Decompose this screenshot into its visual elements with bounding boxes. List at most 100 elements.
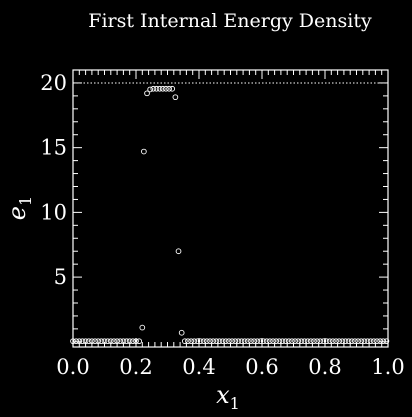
data-point bbox=[213, 338, 220, 345]
data-point bbox=[181, 338, 188, 345]
x-tick-label: 1.0 bbox=[371, 355, 404, 379]
data-point bbox=[73, 338, 80, 345]
data-point bbox=[188, 338, 194, 345]
data-point bbox=[254, 338, 261, 345]
data-point bbox=[159, 85, 166, 92]
data-point bbox=[144, 90, 150, 97]
data-point bbox=[257, 338, 264, 345]
data-point bbox=[120, 338, 127, 345]
data-point bbox=[304, 338, 311, 345]
y-axis-label-sub: 1 bbox=[16, 196, 35, 206]
data-point bbox=[273, 338, 280, 345]
data-point bbox=[222, 338, 229, 345]
data-point bbox=[207, 338, 213, 345]
data-point bbox=[163, 85, 169, 92]
data-point bbox=[251, 338, 257, 345]
data-point bbox=[282, 338, 289, 345]
data-point bbox=[285, 338, 292, 345]
y-axis-label-main: e bbox=[3, 206, 31, 220]
data-point bbox=[342, 338, 349, 345]
data-point bbox=[317, 338, 324, 345]
data-point bbox=[229, 338, 235, 345]
data-point bbox=[200, 338, 207, 345]
x-tick-label: 0.6 bbox=[245, 355, 278, 379]
data-point bbox=[364, 338, 371, 345]
x-tick-label: 0.8 bbox=[308, 355, 341, 379]
data-point bbox=[219, 338, 226, 345]
data-point bbox=[216, 338, 223, 345]
data-point bbox=[85, 338, 92, 345]
y-tick-label: 10 bbox=[40, 200, 67, 224]
data-point bbox=[380, 338, 387, 345]
chart-title: First Internal Energy Density bbox=[88, 10, 372, 32]
data-point bbox=[292, 338, 298, 345]
data-point bbox=[197, 338, 204, 345]
y-tick-label: 5 bbox=[54, 265, 67, 289]
data-point bbox=[133, 338, 139, 345]
y-axis-label: e1 bbox=[3, 196, 35, 220]
data-point bbox=[92, 338, 98, 345]
x-tick-label: 0.2 bbox=[119, 355, 152, 379]
data-point bbox=[191, 338, 198, 345]
data-point bbox=[175, 248, 182, 255]
data-point bbox=[185, 338, 191, 345]
axis-ticks: 0.0 0.2 0.4 0.6 0.8 1.0 5 10 15 20 bbox=[40, 69, 405, 379]
data-point bbox=[289, 338, 295, 345]
data-points bbox=[70, 85, 390, 345]
data-point bbox=[226, 338, 232, 345]
data-point bbox=[267, 338, 273, 345]
data-point bbox=[270, 338, 276, 345]
data-point bbox=[147, 86, 154, 93]
data-point bbox=[130, 338, 136, 345]
data-point bbox=[95, 338, 102, 345]
x-axis-label-main: x bbox=[216, 381, 230, 409]
data-point bbox=[156, 85, 163, 92]
data-point bbox=[104, 338, 111, 345]
data-point bbox=[153, 85, 160, 92]
data-point bbox=[263, 338, 270, 345]
data-point bbox=[232, 338, 239, 345]
data-point bbox=[101, 338, 108, 345]
data-point bbox=[126, 338, 133, 345]
data-point bbox=[117, 338, 124, 345]
data-point bbox=[150, 85, 157, 92]
data-point bbox=[123, 338, 130, 345]
data-point bbox=[295, 338, 302, 345]
data-point bbox=[169, 85, 176, 92]
data-point bbox=[248, 338, 254, 345]
data-point bbox=[82, 338, 89, 345]
data-point bbox=[136, 338, 143, 345]
data-point bbox=[298, 338, 305, 345]
data-point bbox=[70, 338, 76, 345]
data-point bbox=[330, 338, 336, 345]
data-point bbox=[114, 338, 120, 345]
data-point bbox=[260, 338, 267, 345]
data-point bbox=[178, 329, 185, 336]
data-point bbox=[311, 338, 317, 345]
data-point bbox=[358, 338, 365, 345]
data-point bbox=[172, 94, 179, 101]
y-tick-label: 20 bbox=[40, 71, 67, 95]
data-point bbox=[89, 338, 95, 345]
data-point bbox=[377, 338, 383, 345]
data-point bbox=[204, 338, 210, 345]
data-point bbox=[314, 338, 320, 345]
data-point bbox=[279, 338, 286, 345]
y-tick-label: 15 bbox=[40, 136, 67, 160]
x-tick-label: 0.4 bbox=[182, 355, 215, 379]
data-point bbox=[210, 338, 217, 345]
data-point bbox=[194, 338, 201, 345]
data-point bbox=[107, 338, 114, 345]
x-axis-label: x1 bbox=[216, 381, 240, 413]
plot-frame bbox=[72, 69, 389, 348]
data-point bbox=[333, 338, 339, 345]
data-point bbox=[355, 338, 361, 345]
data-point bbox=[361, 338, 368, 345]
data-point bbox=[374, 338, 380, 345]
data-point bbox=[383, 338, 390, 345]
data-point bbox=[301, 338, 308, 345]
data-point bbox=[166, 85, 172, 92]
data-point bbox=[323, 338, 330, 345]
